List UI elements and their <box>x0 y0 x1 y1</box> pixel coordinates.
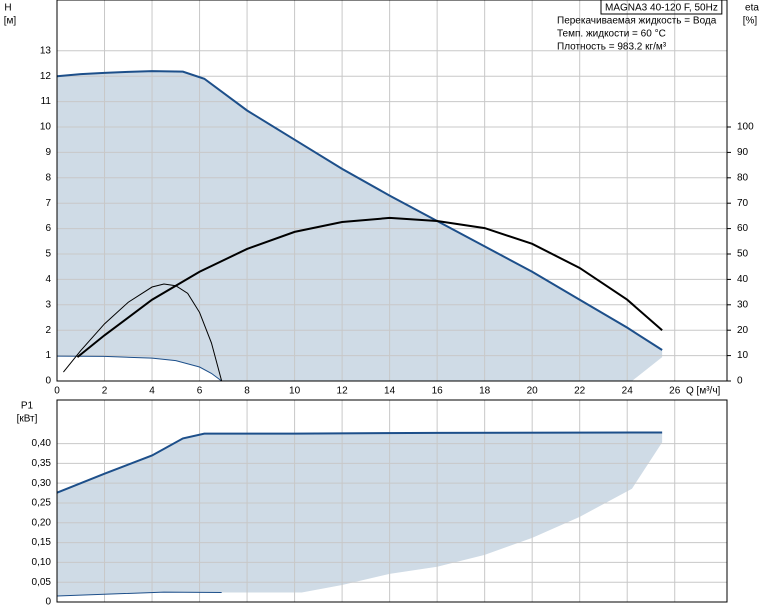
y-tick-label: 0,15 <box>32 537 52 548</box>
y-tick-label: 0,05 <box>32 577 52 588</box>
y-tick-label: 0,40 <box>32 438 52 449</box>
y-tick-label: 6 <box>45 223 51 234</box>
curve <box>76 216 663 358</box>
curve <box>63 283 223 382</box>
x-tick-label: 12 <box>337 386 349 397</box>
annotation: Плотность = 983.2 кг/м³ <box>557 42 667 53</box>
y-unit: [кВт] <box>17 414 38 425</box>
curve <box>56 591 222 597</box>
y-tick-label: 1 <box>45 350 51 361</box>
x-tick-label: 16 <box>432 386 444 397</box>
operating-range <box>57 432 663 597</box>
x-tick-label: 14 <box>384 386 396 397</box>
y2-tick-label: 90 <box>737 147 749 158</box>
plot-frame <box>56 399 728 603</box>
y-tick-label: 2 <box>45 325 51 336</box>
y-tick-label: 11 <box>41 96 52 107</box>
y2-label: eta <box>745 3 759 14</box>
annotation: Темп. жидкости = 60 °C <box>557 29 666 40</box>
x-tick-label: 2 <box>102 386 108 397</box>
operating-range <box>57 71 663 382</box>
y-tick-label: 0,20 <box>32 517 52 528</box>
x-tick-label: 22 <box>574 386 586 397</box>
curve <box>56 431 663 494</box>
y2-tick-label: 80 <box>737 172 749 183</box>
annotation: Перекачиваемая жидкость = Вода <box>557 16 717 27</box>
x-tick-label: 6 <box>197 386 203 397</box>
x-tick-label: 18 <box>479 386 491 397</box>
y-tick-label: 10 <box>40 122 52 133</box>
y2-tick-label: 60 <box>737 223 749 234</box>
y-tick-label: 12 <box>40 71 52 82</box>
y-tick-label: 0,35 <box>32 458 52 469</box>
annotation-box <box>600 0 723 15</box>
x-tick-label: 4 <box>149 386 155 397</box>
y2-tick-label: 10 <box>737 350 749 361</box>
x-tick-label: 10 <box>289 386 301 397</box>
y-tick-label: 0,30 <box>32 478 52 489</box>
y-tick-label: 0,10 <box>32 557 52 568</box>
y-tick-label: 7 <box>45 198 51 209</box>
x-tick-label: 8 <box>244 386 250 397</box>
y-label: H <box>4 3 11 14</box>
x-label: Q [м³/ч] <box>686 386 721 397</box>
y-tick-label: 8 <box>45 172 51 183</box>
y2-tick-label: 30 <box>737 299 749 310</box>
x-tick-label: 0 <box>54 386 60 397</box>
x-tick-label: 24 <box>622 386 634 397</box>
y-tick-label: 0,25 <box>32 498 52 509</box>
y-tick-label: 0 <box>45 376 51 387</box>
y-tick-label: 9 <box>45 147 51 158</box>
y-label: P1 <box>21 401 34 412</box>
y-tick-label: 5 <box>45 249 51 260</box>
y2-unit: [%] <box>743 16 758 27</box>
x-tick-label: 26 <box>669 386 681 397</box>
y2-tick-label: 40 <box>737 274 749 285</box>
curve <box>56 355 222 382</box>
annotation: MAGNA3 40-120 F, 50Hz <box>605 3 718 14</box>
y-tick-label: 13 <box>40 45 52 56</box>
y2-tick-label: 20 <box>737 325 749 336</box>
y-unit: [м] <box>4 16 17 27</box>
y2-tick-label: 100 <box>737 122 754 133</box>
y2-tick-label: 70 <box>737 198 749 209</box>
y2-tick-label: 0 <box>737 376 743 387</box>
y2-tick-label: 50 <box>737 249 749 260</box>
y-tick-label: 4 <box>45 274 51 285</box>
plot-frame <box>56 0 728 382</box>
x-tick-label: 20 <box>527 386 539 397</box>
y-tick-label: 0 <box>45 597 51 608</box>
y-tick-label: 3 <box>45 299 51 310</box>
curve <box>56 70 663 351</box>
